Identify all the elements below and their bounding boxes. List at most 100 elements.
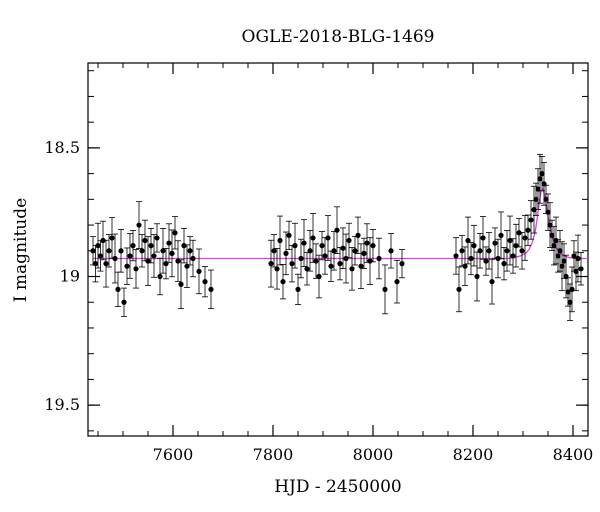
- data-point: [525, 214, 531, 246]
- data-point: [522, 215, 528, 261]
- point-marker: [399, 261, 405, 267]
- data-point: [561, 243, 567, 279]
- data-point: [202, 266, 208, 298]
- data-point: [178, 259, 184, 310]
- data-point: [295, 273, 301, 305]
- point-marker: [537, 176, 543, 182]
- point-marker: [106, 248, 112, 254]
- data-point: [462, 246, 468, 286]
- point-marker: [97, 253, 104, 259]
- point-marker: [567, 299, 573, 305]
- data-point: [382, 264, 388, 315]
- data-point: [283, 231, 289, 276]
- point-marker: [178, 281, 184, 287]
- data-point: [208, 269, 214, 310]
- plot-area: [87, 62, 589, 437]
- point-marker: [331, 248, 337, 254]
- data-point: [325, 215, 331, 261]
- data-point: [358, 243, 364, 290]
- data-point: [349, 247, 355, 291]
- point-marker: [535, 186, 541, 192]
- x-tick-labels: 7600 7800 8000 8200 8400: [153, 445, 594, 464]
- point-marker: [169, 250, 175, 256]
- point-marker: [95, 243, 101, 249]
- y-axis-label: I magnitude: [11, 198, 31, 302]
- point-marker: [187, 248, 193, 254]
- point-marker: [268, 261, 274, 267]
- point-marker: [565, 289, 571, 295]
- point-marker: [157, 273, 163, 280]
- y-tick-labels: 18.5 19 19.5: [44, 138, 80, 414]
- point-marker: [361, 250, 367, 256]
- data-point: [157, 257, 163, 296]
- point-marker: [196, 268, 202, 274]
- point-marker: [575, 255, 581, 262]
- data-point: [575, 234, 581, 283]
- point-marker: [142, 237, 148, 244]
- point-marker: [364, 240, 370, 246]
- data-point: [274, 248, 280, 290]
- data-point: [537, 153, 543, 204]
- data-point: [507, 215, 513, 266]
- data-point: [319, 231, 325, 261]
- point-marker: [208, 286, 214, 292]
- data-point: [456, 266, 462, 313]
- point-marker: [325, 235, 331, 241]
- x-tick-label: 8400: [553, 445, 594, 464]
- data-point: [361, 237, 367, 269]
- point-marker: [358, 263, 364, 269]
- point-marker: [286, 232, 292, 238]
- point-marker: [304, 266, 310, 272]
- major-ticks: [88, 63, 588, 436]
- data-point: [90, 236, 96, 266]
- point-marker: [163, 261, 169, 267]
- data-point: [160, 228, 166, 274]
- data-point: [127, 233, 133, 279]
- data-point: [292, 222, 298, 269]
- point-marker: [334, 227, 340, 233]
- point-marker: [545, 209, 551, 215]
- data-point: [190, 239, 196, 278]
- point-marker: [468, 255, 474, 262]
- point-marker: [319, 243, 325, 249]
- data-point: [286, 220, 292, 250]
- point-marker: [316, 273, 322, 280]
- point-marker: [92, 261, 99, 267]
- data-point: [578, 252, 584, 286]
- point-marker: [498, 232, 504, 238]
- point-marker: [295, 286, 301, 292]
- chart-title: OGLE-2018-BLG-1469: [242, 27, 435, 47]
- data-point: [103, 239, 109, 288]
- data-point: [346, 222, 352, 259]
- point-marker: [289, 261, 295, 267]
- point-marker: [349, 266, 355, 272]
- point-marker: [549, 232, 555, 238]
- point-marker: [90, 248, 96, 254]
- point-marker: [578, 266, 584, 272]
- data-point: [181, 228, 187, 264]
- point-marker: [513, 243, 519, 249]
- x-axis-label: HJD - 2450000: [274, 477, 402, 497]
- data-point: [169, 229, 175, 278]
- point-marker: [121, 299, 127, 305]
- plot-frame: [87, 62, 589, 437]
- data-point: [95, 222, 101, 269]
- point-marker: [160, 248, 166, 254]
- data-point: [115, 271, 121, 308]
- point-marker: [483, 258, 489, 264]
- data-point: [355, 216, 361, 255]
- data-point: [175, 240, 181, 282]
- point-marker: [274, 266, 280, 272]
- point-marker: [531, 207, 537, 213]
- data-point: [334, 206, 340, 255]
- data-point: [531, 185, 537, 234]
- data-point: [483, 246, 489, 276]
- data-point: [289, 244, 295, 283]
- point-marker: [310, 235, 316, 241]
- point-marker: [166, 240, 172, 246]
- point-marker: [337, 261, 343, 267]
- data-point: [328, 250, 334, 282]
- data-point: [376, 237, 382, 280]
- point-marker: [507, 237, 513, 244]
- data-point: [498, 211, 504, 260]
